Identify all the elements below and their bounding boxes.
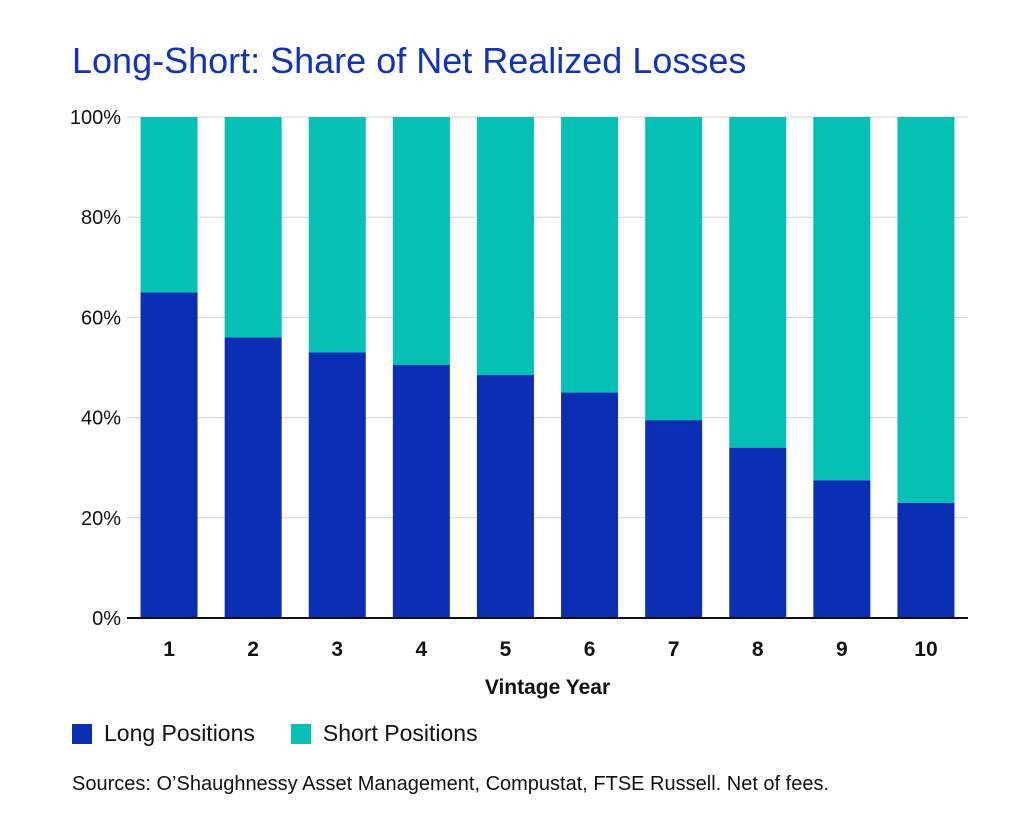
legend-label-short: Short Positions [322,720,478,746]
x-tick-label: 8 [752,638,764,661]
source-note: Sources: O’Shaughnessy Asset Management,… [72,773,830,795]
y-tick-label: 0% [92,608,121,630]
bar-segment-short [561,117,619,393]
legend-label-long: Long Positions [104,720,255,746]
legend-item-long: Long Positions [72,720,255,747]
bar-segment-long [392,364,450,618]
legend: Long Positions Short Positions [72,720,514,747]
legend-item-short: Short Positions [290,720,478,747]
bar-segment-short [140,117,198,293]
bar-segment-short [645,117,703,421]
x-tick-label: 7 [668,638,680,661]
bar-segment-short [813,117,871,481]
bar-segment-long [308,352,366,618]
y-tick-label: 40% [81,408,121,430]
y-tick-label: 100% [70,107,121,129]
bar-segment-short [392,117,450,365]
legend-swatch-short [290,723,311,744]
x-tick-label: 6 [584,638,596,661]
bar-segment-long [140,292,198,618]
chart-title: Long-Short: Share of Net Realized Losses [72,40,747,81]
bar-segment-long [645,420,703,618]
bar-segment-short [476,117,534,376]
bar-segment-short [224,117,282,338]
x-tick-label: 1 [163,638,175,661]
chart-plot: 0% 20% 40% 60% 80% 100% 1 2 3 4 5 6 7 8 9 10 Vintage Yea… [70,107,968,699]
x-tick-label: 10 [914,638,937,661]
bar-segment-long [561,392,619,618]
bar-segment-long [224,337,282,618]
y-tick-label: 80% [81,207,121,229]
bar-segment-short [897,117,955,503]
x-tick-label: 2 [247,638,259,661]
bar-segment-long [476,375,534,618]
x-tick-label: 3 [331,638,343,661]
bar-segment-short [729,117,787,448]
y-tick-label: 60% [81,307,121,329]
x-tick-label: 4 [416,638,428,661]
bar-segment-short [308,117,366,353]
y-tick-label: 20% [81,508,121,530]
x-axis-title: Vintage Year [485,676,610,699]
bar-segment-long [813,480,871,618]
x-tick-label: 9 [836,638,848,661]
bar-segment-long [897,502,955,618]
x-tick-label: 5 [500,638,512,661]
bar-segment-long [729,447,787,618]
legend-swatch-long [72,723,92,744]
